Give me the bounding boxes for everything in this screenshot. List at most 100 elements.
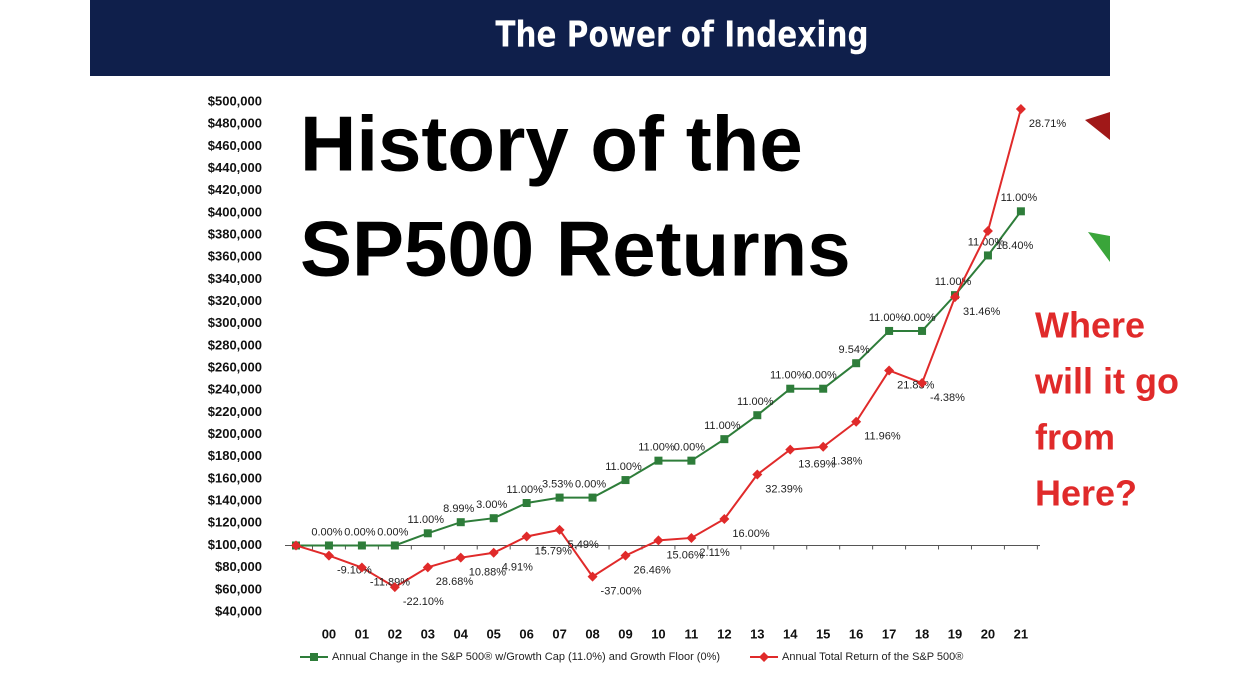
data-label: 28.68% [436, 576, 474, 588]
data-label: 18.40% [996, 240, 1034, 252]
x-tick-label: 16 [849, 626, 863, 641]
banner-title: The Power of Indexing [495, 12, 868, 55]
y-tick-label: $340,000 [208, 271, 262, 286]
y-tick-label: $480,000 [208, 116, 262, 131]
decor-arrow [1088, 232, 1110, 262]
data-label: 1.38% [831, 456, 862, 468]
data-label: 11.00% [1001, 192, 1038, 204]
data-label: 4.91% [502, 562, 533, 574]
y-tick-label: $200,000 [208, 426, 262, 441]
data-label: 11.96% [864, 431, 901, 443]
marker [555, 493, 564, 502]
y-tick-label: $80,000 [215, 559, 262, 574]
marker [950, 292, 960, 303]
marker [423, 529, 432, 538]
marker [654, 456, 663, 465]
callout: Here? [1035, 473, 1137, 514]
marker [852, 359, 861, 368]
data-label: 5.49% [568, 539, 599, 551]
data-label: 3.53% [542, 478, 573, 490]
data-label: 11.00% [770, 370, 807, 382]
data-label: 15.79% [535, 545, 573, 557]
marker [720, 435, 729, 444]
data-label: 11.00% [737, 396, 774, 408]
data-label: -9.10% [337, 564, 372, 576]
y-tick-label: $60,000 [215, 581, 262, 596]
marker [587, 571, 598, 582]
data-label: 0.00% [575, 478, 606, 490]
data-label: 0.00% [674, 442, 705, 454]
x-tick-label: 05 [486, 626, 500, 641]
y-tick-label: $380,000 [208, 226, 262, 241]
banner [90, 0, 1110, 76]
data-label: 28.71% [1029, 118, 1067, 130]
data-label: 21.83% [897, 379, 935, 391]
data-label: -37.00% [601, 586, 642, 598]
marker [1016, 207, 1025, 216]
data-label: 11.00% [408, 514, 445, 526]
x-tick-label: 19 [948, 626, 962, 641]
marker [686, 532, 697, 543]
marker [785, 444, 796, 455]
x-tick-label: 07 [552, 626, 566, 641]
callout: from [1035, 417, 1115, 458]
marker [456, 518, 465, 527]
legend-label: Annual Change in the S&P 500® w/Growth C… [332, 651, 720, 663]
y-tick-label: $120,000 [208, 515, 262, 530]
data-label: 11.00% [605, 461, 642, 473]
y-tick-label: $500,000 [208, 93, 262, 108]
x-tick-label: 11 [685, 626, 699, 641]
marker [753, 411, 762, 420]
y-tick-label: $360,000 [208, 249, 262, 264]
x-tick-label: 20 [981, 626, 995, 641]
marker [620, 550, 631, 561]
x-tick-label: 08 [585, 626, 599, 641]
data-label: 13.69% [798, 458, 836, 470]
y-tick-label: $240,000 [208, 382, 262, 397]
data-label: 9.54% [839, 344, 870, 356]
x-tick-label: 14 [783, 626, 798, 641]
marker [818, 441, 829, 452]
headline: History of the [300, 100, 803, 188]
y-tick-label: $160,000 [208, 470, 262, 485]
marker [918, 326, 927, 335]
marker [390, 541, 399, 550]
data-label: 0.00% [904, 312, 935, 324]
callout: Where [1035, 305, 1145, 346]
marker [653, 535, 664, 546]
marker [324, 541, 333, 550]
data-label: 32.39% [765, 483, 803, 495]
x-tick-label: 00 [322, 626, 336, 641]
headline: SP500 Returns [300, 205, 851, 293]
marker [917, 378, 928, 389]
y-tick-label: $420,000 [208, 182, 262, 197]
data-label: 26.46% [634, 564, 672, 576]
legend-label: Annual Total Return of the S&P 500® [782, 651, 963, 663]
marker [851, 416, 862, 427]
y-tick-label: $400,000 [208, 204, 262, 219]
marker [819, 384, 828, 393]
y-tick-label: $440,000 [208, 160, 262, 175]
y-tick-label: $100,000 [208, 537, 262, 552]
x-tick-label: 10 [651, 626, 665, 641]
marker [621, 476, 630, 485]
data-label: -11.89% [370, 576, 410, 588]
x-tick-label: 02 [388, 626, 402, 641]
marker [554, 524, 565, 535]
legend-marker [310, 653, 318, 661]
data-label: 16.00% [732, 528, 770, 540]
x-tick-label: 06 [519, 626, 533, 641]
marker [884, 365, 895, 376]
marker [521, 531, 532, 542]
x-tick-label: 13 [750, 626, 764, 641]
y-tick-label: $460,000 [208, 138, 262, 153]
y-tick-label: $260,000 [208, 360, 262, 375]
y-tick-label: $140,000 [208, 493, 262, 508]
marker [885, 326, 894, 335]
data-label: -22.10% [403, 596, 444, 608]
marker [489, 514, 498, 523]
data-label: 15.06% [666, 549, 704, 561]
marker [982, 226, 993, 237]
data-label: 2.11% [699, 547, 730, 559]
legend-marker [759, 652, 770, 662]
